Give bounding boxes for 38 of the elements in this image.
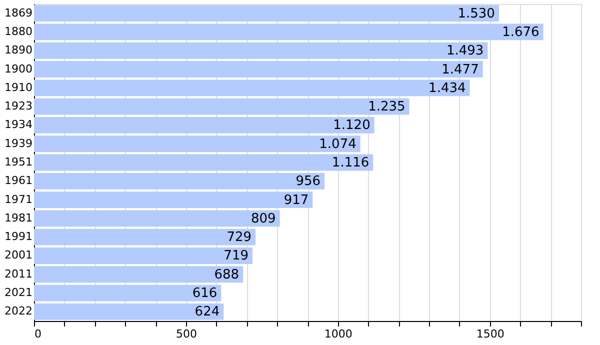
data-label: 1.530	[458, 6, 495, 22]
data-label: 1.116	[332, 156, 370, 170]
x-tick-label: 0	[34, 328, 42, 340]
y-tick-label: 1869	[4, 6, 32, 20]
data-label: 1.434	[428, 80, 466, 96]
y-tick-label: 1971	[4, 192, 32, 206]
y-tick-label: 1939	[4, 136, 32, 150]
data-label: 1.477	[442, 62, 479, 78]
y-tick-label: 1951	[4, 156, 32, 168]
y-tick-label: 1934	[4, 118, 32, 132]
x-tick-label: 500	[176, 328, 197, 340]
data-label: 1.235	[368, 100, 406, 115]
data-label: 809	[251, 211, 276, 226]
data-label: 956	[296, 174, 321, 190]
data-label: 1.676	[502, 24, 540, 40]
data-label: 688	[214, 267, 240, 282]
y-tick-label: 2022	[4, 304, 32, 318]
y-tick-label: 2001	[4, 248, 32, 262]
data-label: 1.493	[446, 44, 484, 59]
y-tick-label: 1961	[4, 174, 32, 188]
y-tick-label: 1910	[4, 80, 32, 94]
data-label: 624	[194, 304, 220, 320]
y-tick-label: 1923	[4, 100, 32, 113]
y-tick-label: 1991	[4, 230, 32, 244]
data-label: 616	[192, 286, 218, 302]
y-tick-label: 1900	[4, 62, 32, 76]
data-label: 917	[284, 192, 309, 208]
data-label: 729	[226, 230, 252, 246]
data-label: 1.120	[333, 118, 370, 134]
y-tick-label: 1880	[4, 24, 32, 38]
data-label: 719	[224, 248, 248, 264]
y-tick-label: 1981	[4, 211, 32, 224]
x-tick-label: 1000	[324, 328, 352, 340]
y-tick-label: 2011	[4, 267, 32, 280]
y-tick-label: 2021	[4, 286, 32, 300]
x-tick-label: 1500	[476, 328, 504, 340]
data-label: 1.074	[319, 136, 356, 152]
y-tick-label: 1890	[4, 44, 32, 57]
